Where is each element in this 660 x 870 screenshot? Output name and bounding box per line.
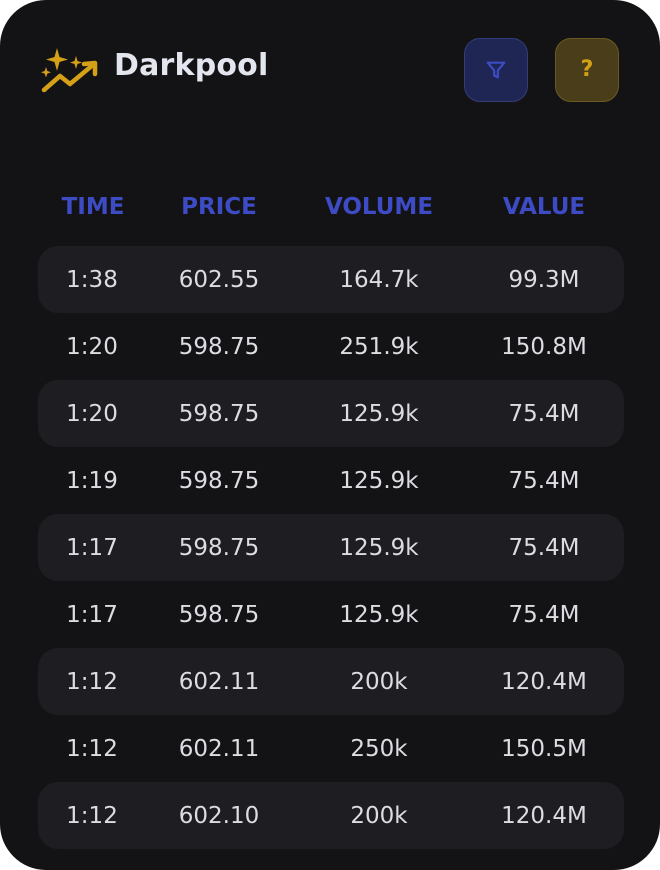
price-cell: 602.11: [178, 668, 260, 695]
price-cell: 602.11: [178, 735, 260, 762]
time-cell: 1:12: [66, 802, 118, 829]
column-header-volume[interactable]: VOLUME: [324, 194, 434, 220]
volume-cell: 164.7k: [339, 266, 419, 293]
price-cell: 598.75: [178, 534, 260, 561]
column-header-price[interactable]: PRICE: [181, 194, 257, 220]
volume-cell: 200k: [350, 668, 408, 695]
value-cell: 75.4M: [508, 400, 580, 427]
price-cell: 598.75: [178, 400, 260, 427]
table-row[interactable]: 1:19 598.75 125.9k 75.4M: [38, 447, 624, 514]
time-cell: 1:17: [66, 601, 118, 628]
app-title: Darkpool: [114, 48, 269, 83]
column-header-time[interactable]: TIME: [61, 194, 125, 220]
volume-cell: 125.9k: [339, 534, 419, 561]
price-cell: 602.10: [178, 802, 260, 829]
table-row[interactable]: 1:12 602.11 250k 150.5M: [38, 715, 624, 782]
value-cell: 99.3M: [508, 266, 580, 293]
time-cell: 1:20: [66, 333, 118, 360]
value-cell: 75.4M: [508, 601, 580, 628]
volume-cell: 125.9k: [339, 601, 419, 628]
sparkle-trend-icon: [41, 48, 98, 93]
volume-cell: 125.9k: [339, 467, 419, 494]
time-cell: 1:19: [66, 467, 118, 494]
price-cell: 598.75: [178, 333, 260, 360]
price-cell: 602.55: [178, 266, 260, 293]
column-header-value[interactable]: VALUE: [502, 194, 586, 220]
filter-icon: [486, 61, 506, 79]
header: Darkpool ?: [40, 38, 624, 104]
table-row[interactable]: 1:38 602.55 164.7k 99.3M: [38, 246, 624, 313]
filter-button[interactable]: [464, 38, 528, 102]
table-row[interactable]: 1:12 602.11 200k 120.4M: [38, 648, 624, 715]
value-cell: 75.4M: [508, 534, 580, 561]
volume-cell: 251.9k: [339, 333, 419, 360]
time-cell: 1:38: [66, 266, 118, 293]
time-cell: 1:12: [66, 668, 118, 695]
table-row[interactable]: 1:20 598.75 125.9k 75.4M: [38, 380, 624, 447]
price-cell: 598.75: [178, 601, 260, 628]
value-cell: 120.4M: [501, 802, 587, 829]
table-row[interactable]: 1:17 598.75 125.9k 75.4M: [38, 581, 624, 648]
time-cell: 1:20: [66, 400, 118, 427]
time-cell: 1:17: [66, 534, 118, 561]
value-cell: 150.8M: [501, 333, 587, 360]
table-row[interactable]: 1:20 598.75 251.9k 150.8M: [38, 313, 624, 380]
value-cell: 150.5M: [501, 735, 587, 762]
value-cell: 120.4M: [501, 668, 587, 695]
price-cell: 598.75: [178, 467, 260, 494]
table-row[interactable]: 1:12 602.10 200k 120.4M: [38, 782, 624, 849]
table-row[interactable]: 1:17 598.75 125.9k 75.4M: [38, 514, 624, 581]
volume-cell: 125.9k: [339, 400, 419, 427]
time-cell: 1:12: [66, 735, 118, 762]
table-header: TIME PRICE VOLUME VALUE: [40, 194, 624, 234]
volume-cell: 200k: [350, 802, 408, 829]
volume-cell: 250k: [350, 735, 408, 762]
help-button[interactable]: ?: [555, 38, 619, 102]
value-cell: 75.4M: [508, 467, 580, 494]
help-icon: ?: [580, 57, 594, 82]
